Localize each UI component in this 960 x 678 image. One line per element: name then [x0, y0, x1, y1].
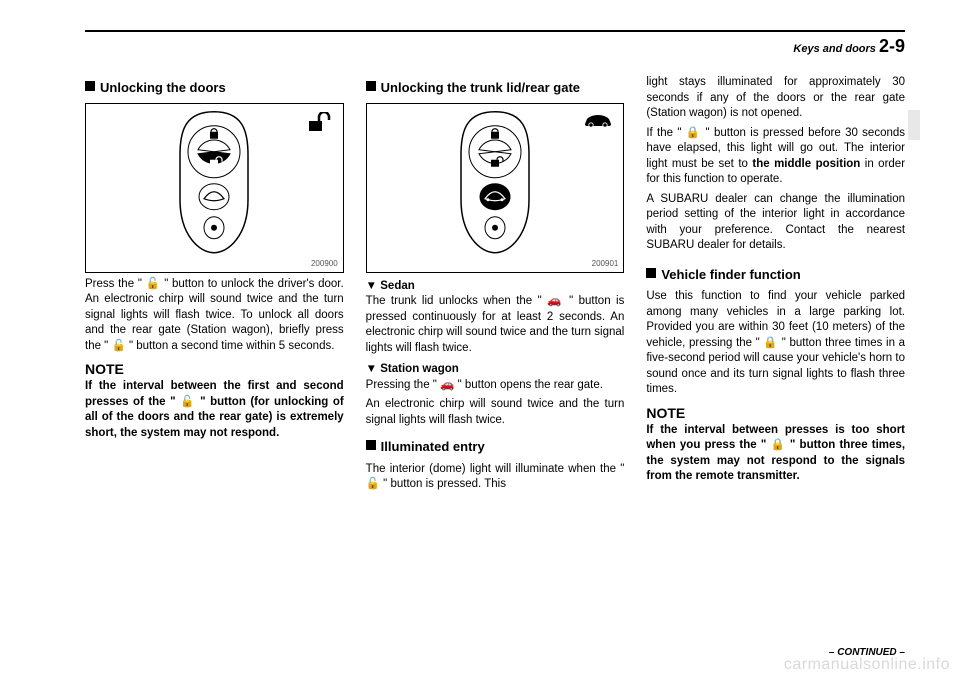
heading-unlock-doors: Unlocking the doors — [85, 79, 344, 97]
watermark: carmanualsonline.info — [784, 656, 950, 674]
column-3: light stays illuminated for approximatel… — [646, 75, 905, 497]
side-tab — [908, 110, 920, 140]
square-bullet-icon — [85, 81, 95, 91]
top-rule — [85, 30, 905, 32]
note-heading: NOTE — [85, 360, 344, 379]
note-body: If the interval between presses is too s… — [646, 423, 905, 485]
figure-id: 200900 — [311, 259, 338, 270]
column-2: Unlocking the trunk lid/rear gate — [366, 75, 625, 497]
heading-text: Unlocking the trunk lid/rear gate — [381, 79, 580, 97]
square-bullet-icon — [366, 440, 376, 450]
note-heading: NOTE — [646, 404, 905, 423]
square-bullet-icon — [646, 268, 656, 278]
finder-body: Use this function to find your vehicle p… — [646, 289, 905, 398]
figure-id: 200901 — [592, 259, 619, 270]
subhead-sedan: Sedan — [366, 279, 625, 295]
page-number: 2-9 — [879, 36, 905, 56]
illum-body: The interior (dome) light will illuminat… — [366, 462, 625, 493]
figure-remote-trunk: 200901 — [366, 103, 625, 273]
car-icon — [583, 112, 613, 134]
running-header: Keys and doors 2-9 — [85, 36, 905, 57]
heading-illuminated: Illuminated entry — [366, 438, 625, 456]
sedan-body: The trunk lid unlocks when the " 🚗 " but… — [366, 294, 625, 356]
note-body: If the interval between the first and se… — [85, 379, 344, 441]
illum-cont-1: light stays illuminated for approximatel… — [646, 75, 905, 122]
section-name: Keys and doors — [793, 43, 876, 55]
subhead-wagon: Station wagon — [366, 362, 625, 378]
remote-diagram — [455, 109, 535, 260]
figure-remote-unlock: 200900 — [85, 103, 344, 273]
illum-cont-2: If the " 🔒 " button is pressed before 30… — [646, 126, 905, 188]
text-bold: the middle position — [752, 158, 860, 170]
heading-finder: Vehicle finder function — [646, 266, 905, 284]
heading-text: Unlocking the doors — [100, 79, 226, 97]
column-1: Unlocking the doors — [85, 75, 344, 497]
remote-diagram — [174, 109, 254, 260]
square-bullet-icon — [366, 81, 376, 91]
heading-text: Vehicle finder function — [661, 266, 800, 284]
body-text: Press the " 🔓 " button to unlock the dri… — [85, 277, 344, 355]
wagon-body-2: An electronic chirp will sound twice and… — [366, 397, 625, 428]
heading-trunk: Unlocking the trunk lid/rear gate — [366, 79, 625, 97]
heading-text: Illuminated entry — [381, 438, 485, 456]
unlock-icon — [307, 112, 333, 138]
page: Keys and doors 2-9 Unlocking the doors — [0, 0, 960, 678]
wagon-body-1: Pressing the " 🚗 " button opens the rear… — [366, 378, 625, 394]
content-columns: Unlocking the doors — [85, 75, 905, 497]
illum-cont-3: A SUBARU dealer can change the illuminat… — [646, 192, 905, 254]
